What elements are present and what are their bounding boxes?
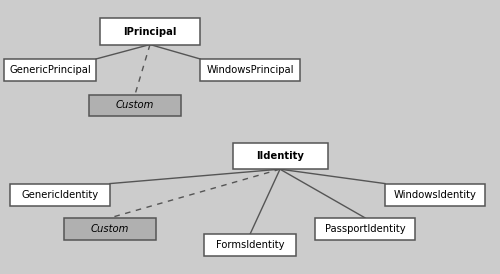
FancyBboxPatch shape xyxy=(385,184,485,206)
FancyBboxPatch shape xyxy=(89,95,182,116)
FancyBboxPatch shape xyxy=(4,59,96,81)
Text: Custom: Custom xyxy=(116,101,154,110)
FancyBboxPatch shape xyxy=(64,218,156,240)
Text: GenericIdentity: GenericIdentity xyxy=(22,190,99,199)
FancyBboxPatch shape xyxy=(232,143,328,169)
Text: GenericPrincipal: GenericPrincipal xyxy=(9,65,91,75)
Text: WindowsPrincipal: WindowsPrincipal xyxy=(206,65,294,75)
FancyBboxPatch shape xyxy=(315,218,415,240)
Text: IIdentity: IIdentity xyxy=(256,151,304,161)
FancyBboxPatch shape xyxy=(10,184,110,206)
Text: WindowsIdentity: WindowsIdentity xyxy=(394,190,476,199)
FancyBboxPatch shape xyxy=(100,19,200,45)
Text: Custom: Custom xyxy=(91,224,129,234)
Text: FormsIdentity: FormsIdentity xyxy=(216,240,284,250)
Text: IPrincipal: IPrincipal xyxy=(124,27,176,36)
Text: PassportIdentity: PassportIdentity xyxy=(324,224,406,234)
FancyBboxPatch shape xyxy=(200,59,300,81)
FancyBboxPatch shape xyxy=(204,234,296,256)
